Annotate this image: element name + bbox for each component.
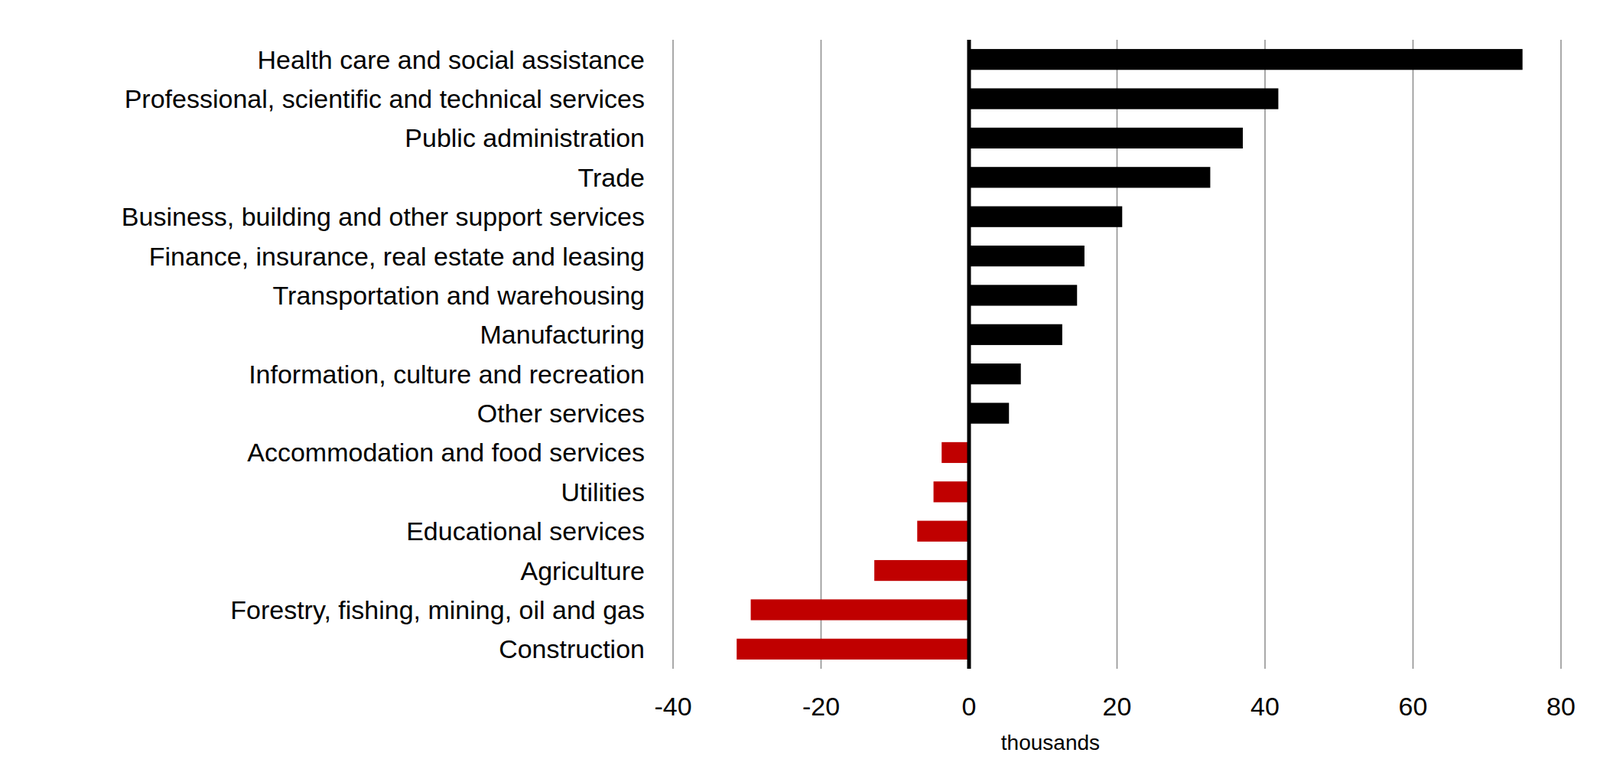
bar [736,638,970,660]
category-label: Information, culture and recreation [248,359,645,389]
grid-line [820,39,823,669]
category-label: Forestry, fishing, mining, oil and gas [230,595,645,625]
category-label: Construction [498,634,645,664]
chart-container: Health care and social assistance Profess… [0,0,1600,769]
bar [969,402,1009,423]
category-labels: Health care and social assistance Profess… [121,45,645,664]
category-label: Professional, scientific and technical s… [124,84,645,114]
bar [751,598,970,620]
category-label: Other services [477,398,645,428]
category-label: Agriculture [520,556,645,586]
grid [673,39,1561,669]
bar [969,284,1077,306]
category-label: Business, building and other support ser… [121,201,645,231]
grid-line [1560,39,1562,669]
tick-label: 40 [1250,691,1280,721]
chart-svg: Health care and social assistance Profess… [0,0,1600,769]
bar [941,442,970,463]
category-label: Utilities [560,477,645,507]
tick-label: -20 [802,691,840,721]
bar [969,245,1085,267]
zero-line [967,39,972,669]
bar [969,324,1063,345]
category-label: Trade [577,162,645,192]
bar [874,559,970,581]
bar [969,48,1523,70]
tick-label: 60 [1398,691,1428,721]
category-label: Accommodation and food services [247,437,645,467]
category-label: Transportation and warehousing [273,280,645,310]
category-label: Public administration [404,123,645,153]
bar [969,363,1022,384]
tick-labels: -40 -20 0 20 40 60 80 [653,691,1575,721]
grid-line [1264,39,1266,669]
grid-line [672,39,674,669]
bar [969,206,1122,228]
bar [933,481,970,502]
bars [736,48,1522,660]
bar [969,127,1243,149]
category-label: Educational services [406,516,645,546]
tick-label: 80 [1546,691,1576,721]
axis-label: thousands [1001,730,1100,755]
category-label: Health care and social assistance [257,45,646,75]
bar [969,166,1210,188]
category-label: Finance, insurance, real estate and leas… [149,241,645,271]
grid-line [1412,39,1415,669]
tick-label: 20 [1102,691,1132,721]
bar [969,87,1279,109]
bar [917,520,970,542]
tick-label: -40 [653,691,692,721]
category-label: Manufacturing [480,319,645,349]
tick-label: 0 [962,691,977,721]
